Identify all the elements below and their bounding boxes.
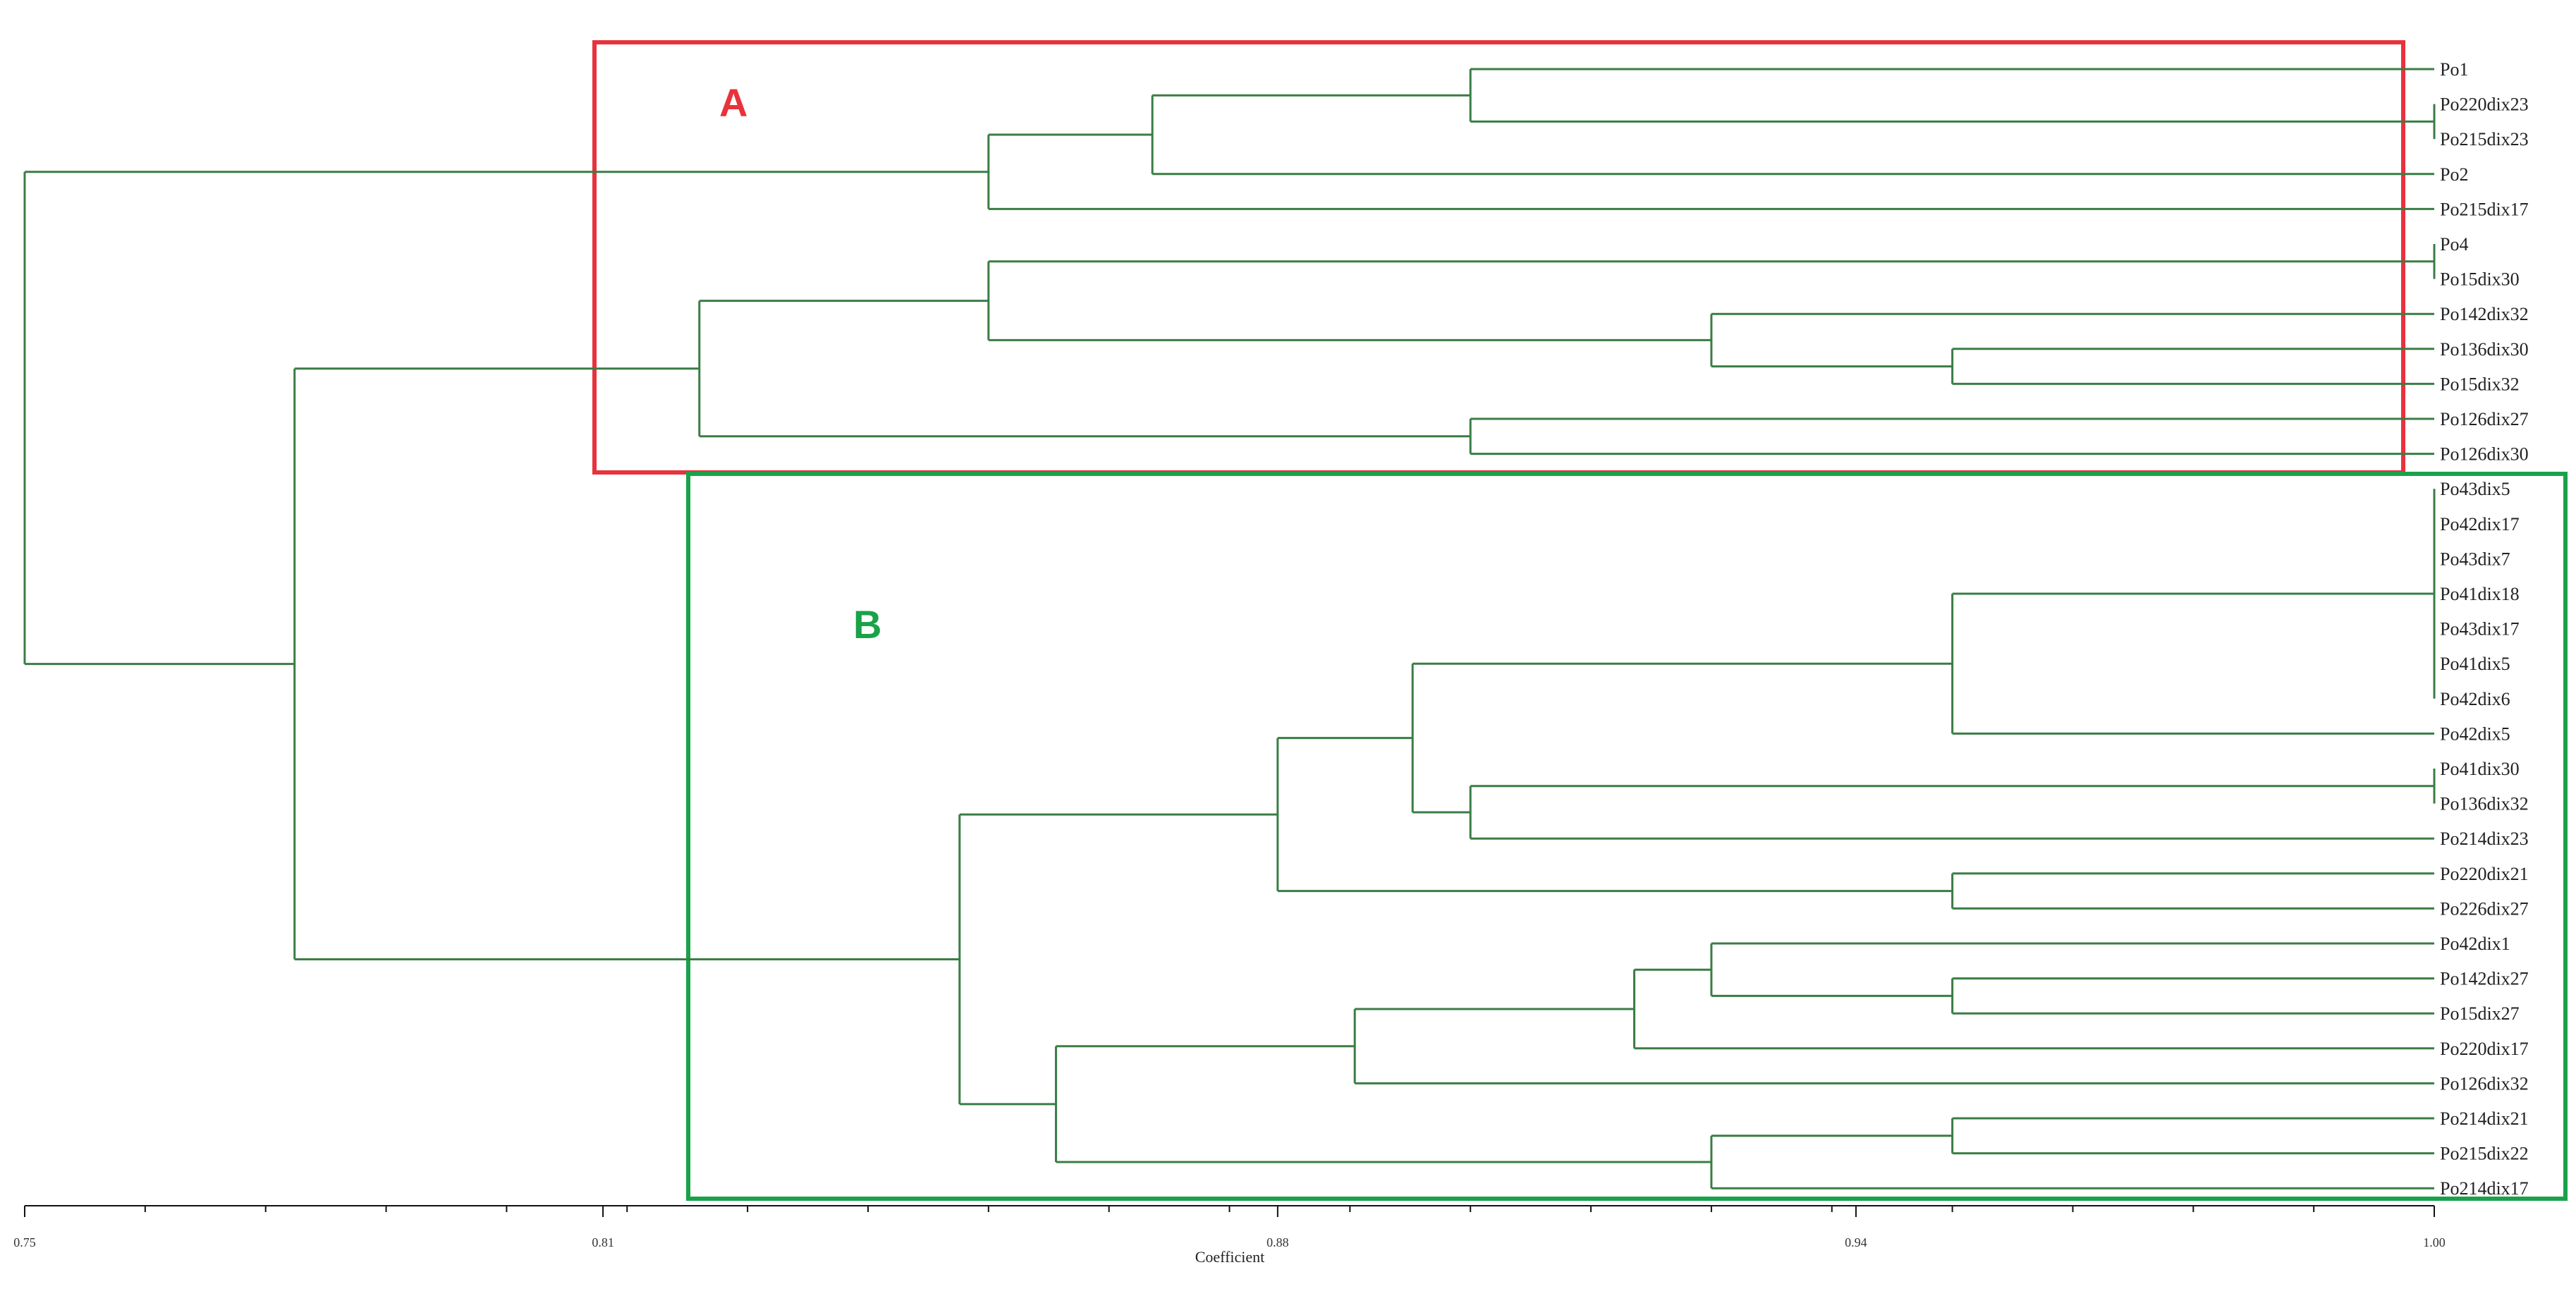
leaf-label-po15dix30: Po15dix30: [2440, 269, 2520, 290]
leaf-label-po4: Po4: [2440, 234, 2468, 255]
leaf-label-po220dix21: Po220dix21: [2440, 864, 2529, 884]
leaf-label-po126dix32: Po126dix32: [2440, 1073, 2529, 1094]
x-axis-title: Coefficient: [1195, 1248, 1265, 1266]
cluster-box-a: [592, 40, 2405, 475]
leaf-label-po41dix18: Po41dix18: [2440, 584, 2520, 604]
leaf-label-po15dix27: Po15dix27: [2440, 1003, 2520, 1024]
leaf-label-po215dix22: Po215dix22: [2440, 1144, 2529, 1164]
cluster-label-a: A: [719, 80, 747, 125]
leaf-label-po214dix23: Po214dix23: [2440, 829, 2529, 849]
cluster-box-b: [686, 472, 2568, 1201]
leaf-label-po142dix27: Po142dix27: [2440, 969, 2529, 989]
leaf-label-po15dix32: Po15dix32: [2440, 374, 2520, 394]
leaf-label-po136dix32: Po136dix32: [2440, 794, 2529, 814]
leaf-label-po43dix5: Po43dix5: [2440, 479, 2510, 499]
x-tick-label-0-94: 0.94: [1845, 1235, 1867, 1249]
leaf-label-po126dix27: Po126dix27: [2440, 409, 2529, 429]
leaf-label-po41dix5: Po41dix5: [2440, 654, 2510, 674]
x-tick-label-1-00: 1.00: [2423, 1235, 2446, 1249]
leaf-label-po2: Po2: [2440, 164, 2468, 185]
x-tick-label-0-75: 0.75: [13, 1235, 36, 1249]
leaf-label-po43dix17: Po43dix17: [2440, 619, 2520, 640]
leaf-label-po42dix17: Po42dix17: [2440, 514, 2520, 534]
leaf-label-po42dix5: Po42dix5: [2440, 723, 2510, 744]
leaf-label-po214dix17: Po214dix17: [2440, 1178, 2529, 1199]
x-tick-label-0-88: 0.88: [1266, 1235, 1289, 1249]
x-tick-label-0-81: 0.81: [592, 1235, 614, 1249]
cluster-label-b: B: [853, 602, 881, 647]
leaf-label-po42dix1: Po42dix1: [2440, 934, 2510, 954]
leaf-label-po42dix6: Po42dix6: [2440, 689, 2510, 709]
leaf-label-po1: Po1: [2440, 59, 2468, 80]
leaf-label-po41dix30: Po41dix30: [2440, 759, 2520, 779]
leaf-label-po142dix32: Po142dix32: [2440, 304, 2529, 324]
leaf-label-po136dix30: Po136dix30: [2440, 339, 2529, 360]
leaf-label-po220dix23: Po220dix23: [2440, 94, 2529, 115]
leaf-label-po220dix17: Po220dix17: [2440, 1039, 2529, 1059]
leaf-label-po214dix21: Po214dix21: [2440, 1108, 2529, 1129]
leaf-label-po226dix27: Po226dix27: [2440, 898, 2529, 919]
leaf-label-po215dix23: Po215dix23: [2440, 129, 2529, 149]
leaf-label-po126dix30: Po126dix30: [2440, 444, 2529, 465]
leaf-label-po215dix17: Po215dix17: [2440, 199, 2529, 219]
leaf-label-po43dix7: Po43dix7: [2440, 549, 2510, 569]
